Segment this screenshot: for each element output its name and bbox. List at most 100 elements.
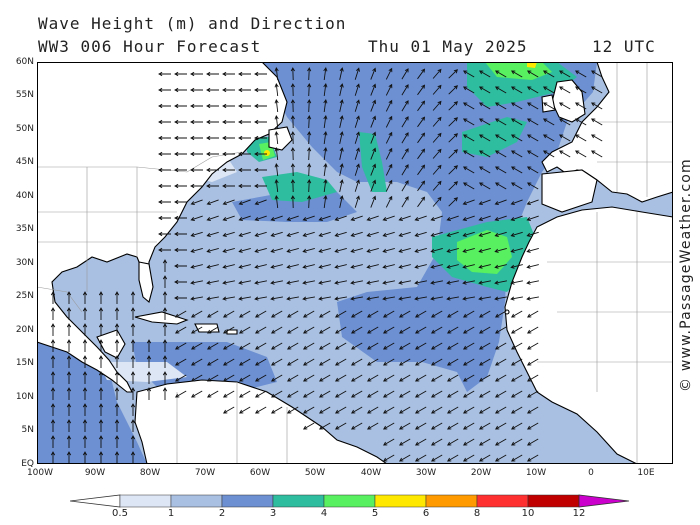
direction-arrow <box>526 247 539 253</box>
direction-arrow <box>430 247 443 253</box>
direction-arrow <box>430 215 443 221</box>
direction-arrow <box>494 406 507 414</box>
south-america <box>134 379 388 464</box>
us-states-grid <box>37 167 177 292</box>
direction-arrow <box>82 435 88 448</box>
direction-arrow <box>206 342 219 350</box>
direction-arrow <box>82 387 88 400</box>
direction-arrow <box>238 167 251 173</box>
direction-arrow <box>446 406 459 414</box>
direction-arrow <box>590 102 603 110</box>
direction-arrow <box>494 326 507 334</box>
direction-arrow <box>366 374 379 382</box>
direction-arrow <box>318 342 331 350</box>
direction-arrow <box>414 374 427 382</box>
direction-arrow <box>526 134 539 142</box>
direction-arrow <box>366 406 379 414</box>
direction-arrow <box>318 296 331 301</box>
direction-arrow <box>398 358 411 366</box>
direction-arrow <box>206 390 219 398</box>
direction-arrow <box>206 151 219 157</box>
direction-arrow <box>270 390 283 398</box>
direction-arrow <box>462 70 475 78</box>
direction-arrow <box>206 358 219 366</box>
direction-arrow <box>366 247 379 253</box>
direction-arrow <box>590 118 603 126</box>
direction-arrow <box>50 355 56 368</box>
direction-arrow <box>510 454 523 462</box>
direction-arrow <box>350 231 363 237</box>
direction-arrow <box>398 231 411 237</box>
direction-arrow <box>190 296 203 301</box>
direction-arrow <box>446 390 459 398</box>
wave-band-2-3m <box>37 332 147 464</box>
wave-band-3-4m <box>462 117 527 157</box>
direction-arrow <box>448 133 458 143</box>
direction-arrow <box>318 422 331 430</box>
direction-arrow <box>339 83 344 96</box>
direction-arrow <box>478 310 491 318</box>
direction-arrow <box>174 87 187 93</box>
direction-arrow <box>334 342 347 350</box>
direction-arrow <box>478 247 491 253</box>
direction-arrow <box>526 406 539 414</box>
direction-arrow <box>174 199 187 205</box>
direction-arrow <box>494 182 507 190</box>
direction-arrow <box>414 264 427 269</box>
direction-arrow <box>478 150 491 158</box>
direction-arrow <box>222 296 235 301</box>
direction-arrow <box>558 134 571 142</box>
direction-arrow <box>462 199 475 206</box>
direction-arrow <box>417 68 426 80</box>
direction-arrow <box>494 231 507 237</box>
direction-arrow <box>318 264 331 269</box>
direction-arrow <box>130 339 136 352</box>
direction-arrow <box>274 179 279 193</box>
direction-arrow <box>254 231 267 237</box>
direction-arrow <box>130 435 136 448</box>
direction-arrow <box>318 390 331 398</box>
direction-arrow <box>494 70 507 78</box>
direction-arrow <box>174 247 187 253</box>
direction-arrow <box>274 163 279 177</box>
direction-arrow <box>366 310 379 318</box>
direction-arrow <box>334 264 347 269</box>
lon-label: 30W <box>415 468 437 478</box>
lat-label: EQ <box>21 459 34 469</box>
direction-arrow <box>350 280 363 285</box>
direction-arrow <box>254 103 267 109</box>
direction-arrow <box>286 358 299 366</box>
direction-arrow <box>270 296 283 301</box>
direction-arrow <box>323 195 328 209</box>
direction-arrow <box>274 195 279 209</box>
country-borders <box>37 62 673 464</box>
direction-arrow <box>401 180 409 192</box>
direction-arrow <box>254 358 267 366</box>
direction-arrow <box>448 101 458 111</box>
direction-arrow <box>82 291 88 304</box>
direction-arrow <box>238 183 251 189</box>
direction-arrow <box>222 199 235 206</box>
direction-arrow <box>254 119 267 125</box>
direction-arrow <box>238 199 251 206</box>
direction-arrow <box>222 135 235 141</box>
direction-arrow <box>222 151 235 157</box>
direction-arrow <box>302 215 315 221</box>
direction-arrow <box>430 280 443 285</box>
direction-arrow <box>339 179 344 192</box>
direction-arrow <box>190 119 203 125</box>
direction-arrow <box>354 131 360 144</box>
hispaniola <box>194 323 220 333</box>
direction-arrow <box>206 296 219 301</box>
direction-arrow <box>302 280 315 285</box>
direction-arrow <box>526 264 539 269</box>
direction-arrow <box>350 296 363 301</box>
direction-arrow <box>274 131 279 145</box>
lat-label: 45N <box>15 157 34 167</box>
direction-arrow <box>66 387 72 400</box>
direction-arrow <box>114 451 120 464</box>
direction-arrow <box>307 99 312 113</box>
legend-label: 2 <box>218 508 226 519</box>
direction-arrow <box>270 280 283 285</box>
direction-arrow <box>114 387 120 400</box>
